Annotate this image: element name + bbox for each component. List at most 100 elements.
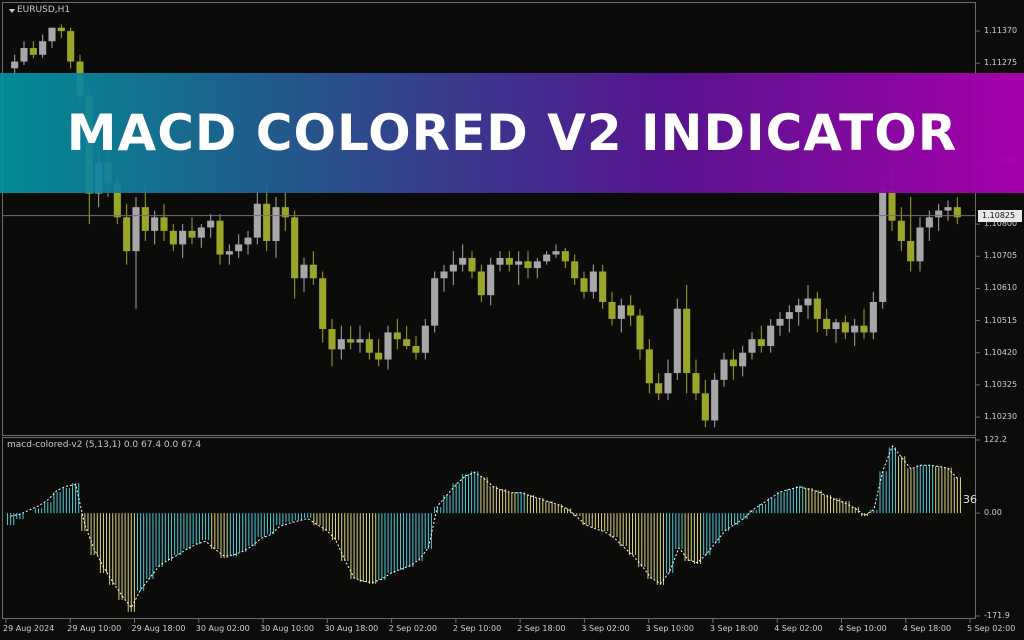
candle-body — [673, 308, 681, 374]
chevron-down-icon[interactable] — [9, 9, 15, 13]
indicator-label: macd-colored-v2 (5,13,1) 0.0 67.4 0.0 67… — [7, 440, 202, 450]
time-tick-label: 30 Aug 18:00 — [324, 624, 379, 633]
price-tick-label: 1.10325 — [984, 379, 1018, 389]
current-price-tag: 1.10825 — [978, 209, 1022, 222]
time-tick-label: 29 Aug 10:00 — [67, 624, 122, 633]
indicator-tick-label: 0.00 — [984, 508, 1002, 518]
candle-body — [907, 241, 915, 262]
candle-body — [253, 203, 261, 238]
candle-body — [337, 339, 345, 350]
time-tick-label: 2 Sep 18:00 — [517, 624, 566, 633]
banner-title: MACD COLORED V2 INDICATOR — [66, 104, 958, 162]
candle-body — [524, 261, 532, 269]
time-tick-label: 3 Sep 02:00 — [581, 624, 630, 633]
candle-body — [515, 261, 523, 265]
indicator-current-value: 36 — [963, 493, 977, 506]
candle-body — [636, 315, 644, 350]
candle-body — [11, 61, 19, 69]
candle-body — [384, 332, 392, 360]
indicator-pane[interactable]: macd-colored-v2 (5,13,1) 0.0 67.4 0.0 67… — [2, 437, 976, 619]
candle-body — [608, 301, 616, 319]
candle-body — [869, 301, 877, 333]
price-tick-label: 1.11370 — [984, 26, 1018, 36]
candle-body — [20, 48, 28, 62]
time-tick-label: 2 Sep 10:00 — [452, 624, 502, 633]
candle-body — [832, 322, 840, 330]
candle-body — [533, 261, 541, 269]
candle-body — [589, 271, 597, 292]
candle-body — [935, 210, 943, 218]
symbol-label: EURUSD,H1 — [17, 5, 71, 15]
candle-body — [132, 207, 140, 252]
time-tick-label: 29 Aug 2024 — [3, 624, 55, 633]
candle-body — [944, 207, 952, 211]
candle-body — [57, 27, 65, 32]
candle-body — [851, 325, 859, 333]
candle-body — [543, 254, 551, 262]
candle-body — [356, 339, 364, 343]
candle-body — [897, 220, 905, 242]
price-tick-label: 1.11275 — [984, 58, 1018, 68]
price-tick-label: 1.10420 — [984, 347, 1018, 357]
candle-body — [711, 379, 719, 421]
candle-body — [664, 373, 672, 394]
candle-body — [160, 217, 168, 231]
candle-body — [179, 230, 187, 245]
price-tick-label: 1.10610 — [984, 283, 1018, 293]
time-tick-label: 4 Sep 18:00 — [902, 624, 952, 633]
time-tick-label: 4 Sep 10:00 — [838, 624, 887, 633]
indicator-tick-label: 122.2 — [984, 435, 1007, 444]
candle-body — [701, 393, 709, 421]
candle-body — [375, 352, 383, 360]
candle-body — [599, 271, 607, 302]
candle-body — [440, 271, 448, 279]
candle-body — [48, 27, 56, 42]
candle-body — [188, 230, 196, 238]
candle-body — [281, 207, 289, 218]
candle-body — [272, 207, 280, 242]
candle-body — [748, 339, 756, 353]
candle-body — [459, 257, 467, 265]
time-tick-label: 3 Sep 18:00 — [709, 624, 759, 633]
candle-body — [412, 345, 420, 353]
candle-body — [729, 359, 737, 367]
candle-body — [580, 278, 588, 292]
time-tick-label: 30 Aug 10:00 — [260, 624, 315, 633]
candle-body — [683, 308, 691, 374]
time-tick-label: 29 Aug 18:00 — [131, 624, 186, 633]
signal-line — [10, 445, 958, 609]
candle-body — [328, 329, 336, 350]
candle-body — [841, 322, 849, 333]
candle-body — [477, 271, 485, 296]
candle-body — [169, 230, 177, 245]
price-tick-label: 1.10800 — [984, 219, 1018, 229]
candle-body — [879, 190, 887, 302]
candle-body — [767, 325, 775, 346]
candle-body — [449, 264, 457, 272]
candle-body — [197, 227, 205, 238]
candle-body — [207, 220, 215, 228]
candle-body — [347, 339, 355, 343]
time-tick-label: 2 Sep 02:00 — [388, 624, 437, 633]
candle-body — [39, 41, 47, 55]
candle-body — [561, 251, 569, 262]
candle-body — [804, 298, 812, 306]
candle-body — [365, 339, 373, 353]
candle-body — [505, 257, 513, 265]
price-tick-label: 1.10705 — [984, 251, 1018, 261]
candle-body — [487, 264, 495, 296]
candle-body — [263, 203, 271, 242]
candle-body — [627, 305, 635, 316]
candle-body — [29, 48, 37, 55]
time-tick-label: 5 Sep 02:00 — [967, 624, 1016, 633]
candle-body — [739, 352, 747, 367]
time-tick-label: 3 Sep 10:00 — [645, 624, 694, 633]
time-tick-label: 30 Aug 02:00 — [195, 624, 250, 633]
candle-body — [617, 305, 625, 319]
candle-body — [235, 244, 243, 252]
candle-body — [225, 251, 233, 255]
candle-body — [776, 318, 784, 326]
candle-body — [123, 217, 131, 252]
candle-body — [309, 264, 317, 279]
